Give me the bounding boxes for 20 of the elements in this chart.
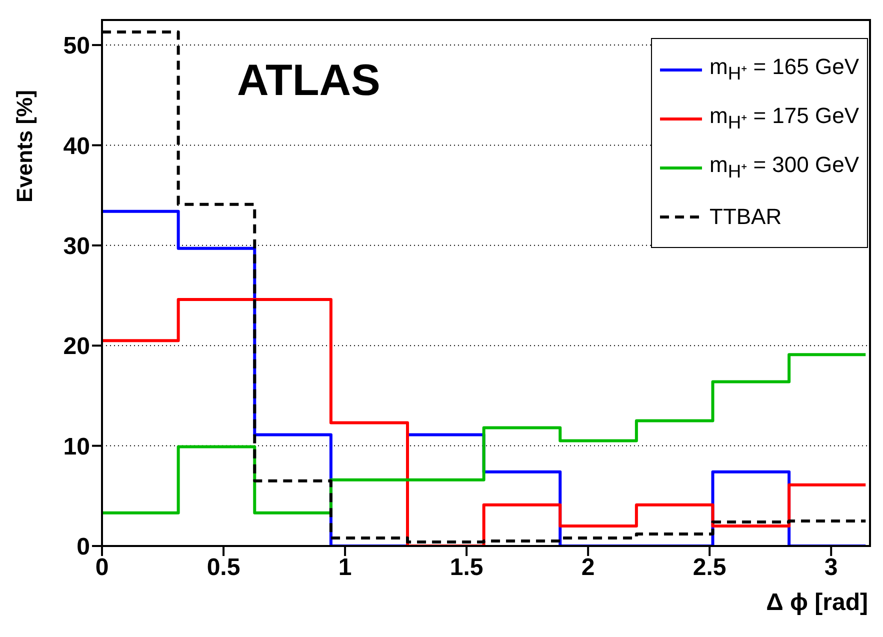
x-axis-title: Δ ϕ [rad] <box>766 589 868 616</box>
legend-label: m$_{H⁺}$ = 175 GeV <box>710 103 859 134</box>
y-tick-label: 30 <box>63 232 90 260</box>
x-tick-label: 2 <box>581 554 595 582</box>
y-tick-label: 0 <box>76 534 90 561</box>
y-axis-title: Events [%] <box>12 90 37 202</box>
x-tick-label: 0 <box>95 554 109 582</box>
x-tick-label: 1.5 <box>450 554 484 582</box>
legend-label: TTBAR <box>710 204 782 230</box>
x-tick-label: 3 <box>824 554 838 582</box>
y-tick-label: 50 <box>63 32 90 60</box>
legend-label: m$_{H⁺}$ = 165 GeV <box>710 54 859 85</box>
y-tick-label: 20 <box>63 333 90 360</box>
y-tick-label: 10 <box>63 433 90 460</box>
x-tick-label: 1 <box>338 554 352 582</box>
x-tick-label: 2.5 <box>692 554 726 582</box>
x-tick-label: 0.5 <box>206 554 240 582</box>
legend-label: m$_{H⁺}$ = 300 GeV <box>710 152 859 183</box>
annotation: ATLAS <box>237 56 380 105</box>
y-tick-label: 40 <box>63 132 90 160</box>
